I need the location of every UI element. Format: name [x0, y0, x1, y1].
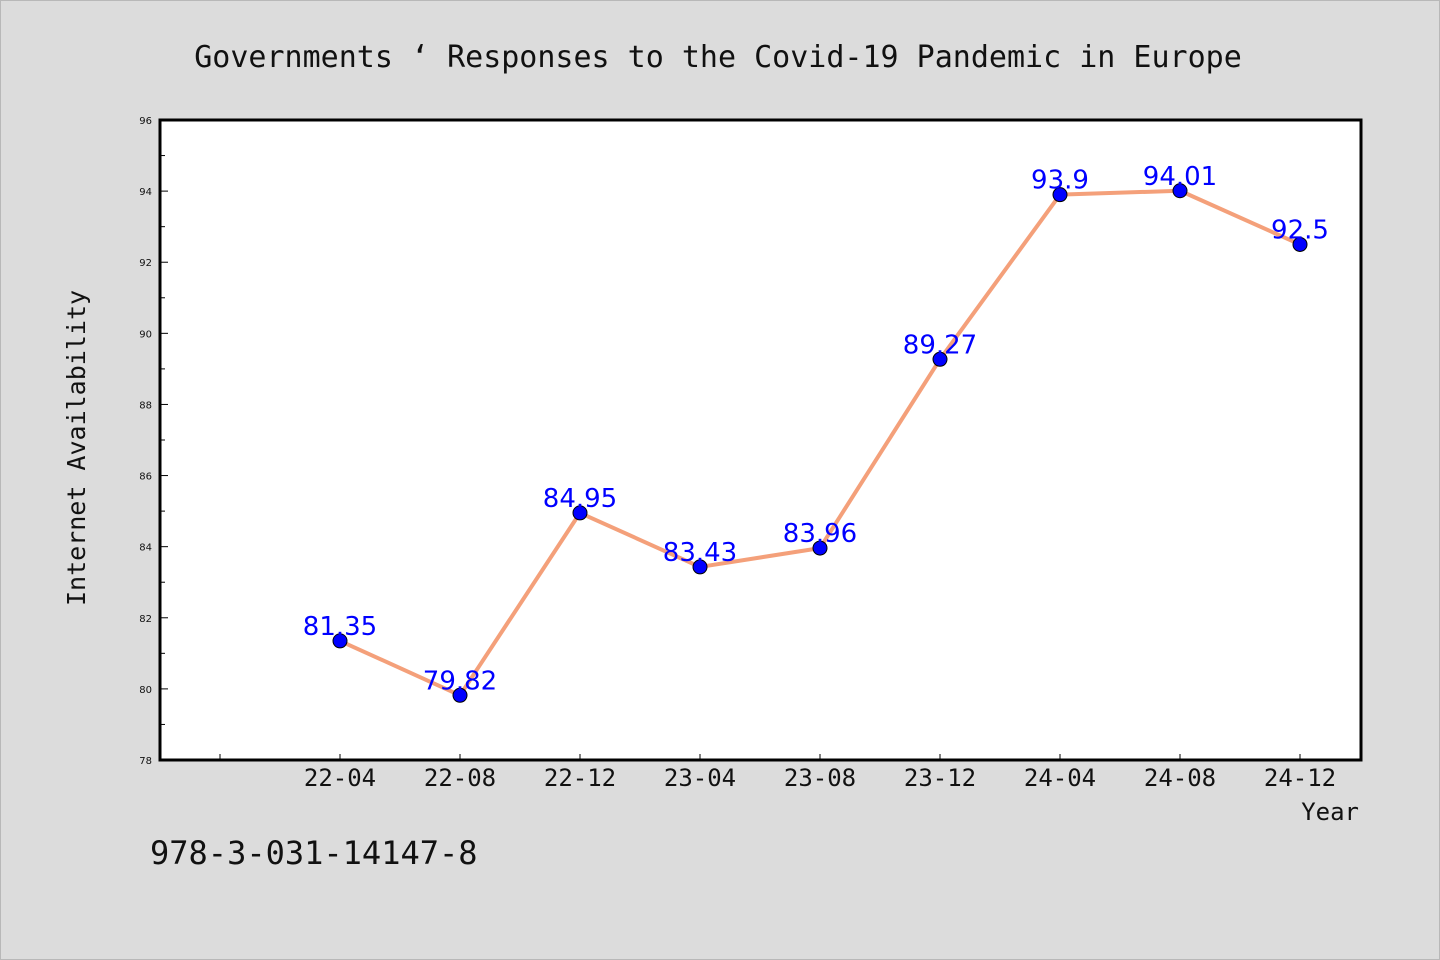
x-tick-label: 22-08 [424, 764, 496, 792]
data-label: 83.43 [663, 538, 737, 568]
data-label: 93.9 [1031, 166, 1089, 196]
y-tick-label: 88 [139, 400, 152, 411]
y-tick-label: 94 [139, 187, 152, 198]
y-tick-label: 92 [139, 258, 152, 269]
x-tick-label: 23-04 [664, 764, 736, 792]
y-axis: 78 80 82 84 86 88 90 92 94 96 [139, 116, 168, 767]
data-label: 83.96 [783, 519, 857, 549]
data-point [812, 540, 828, 556]
data-point [572, 505, 588, 521]
data-label: 94.01 [1143, 162, 1217, 192]
x-tick-label: 24-12 [1264, 764, 1336, 792]
chart-title: Governments ‘ Responses to the Covid-19 … [194, 40, 1242, 75]
x-tick-label: 24-04 [1024, 764, 1096, 792]
data-point [452, 687, 468, 703]
data-point [932, 351, 948, 367]
data-point [692, 559, 708, 575]
y-tick-label: 78 [139, 756, 152, 767]
x-tick-label: 22-12 [544, 764, 616, 792]
y-axis-label: Internet Availability [62, 290, 91, 606]
x-axis-label: Year [1301, 798, 1359, 826]
y-tick-label: 96 [139, 116, 152, 127]
data-label: 89.27 [903, 330, 977, 360]
footer-isbn: 978-3-031-14147-8 [150, 834, 478, 872]
data-point [1052, 187, 1068, 203]
y-tick-label: 80 [139, 685, 152, 696]
x-tick-label: 23-08 [784, 764, 856, 792]
data-label: 92.5 [1271, 215, 1329, 245]
x-axis: 22-04 22-08 22-12 23-04 23-08 23-12 24-04 24-08… [219, 754, 1336, 792]
data-point [332, 633, 348, 649]
y-tick-label: 90 [139, 329, 152, 340]
y-tick-label: 82 [139, 614, 152, 625]
series-group: 81.35 79.82 84.95 83.43 83.96 89.27 93.9 94.01 9… [303, 162, 1329, 703]
x-tick-label: 23-12 [904, 764, 976, 792]
x-tick-label: 22-04 [304, 764, 376, 792]
data-label: 79.82 [423, 666, 497, 696]
y-tick-label: 86 [139, 472, 152, 483]
plot-area [158, 118, 1363, 762]
data-point [1172, 183, 1188, 199]
data-label: 84.95 [543, 484, 617, 514]
y-tick-label: 84 [139, 543, 152, 554]
data-label: 81.35 [303, 612, 377, 642]
x-tick-label: 24-08 [1144, 764, 1216, 792]
data-point [1292, 236, 1308, 252]
